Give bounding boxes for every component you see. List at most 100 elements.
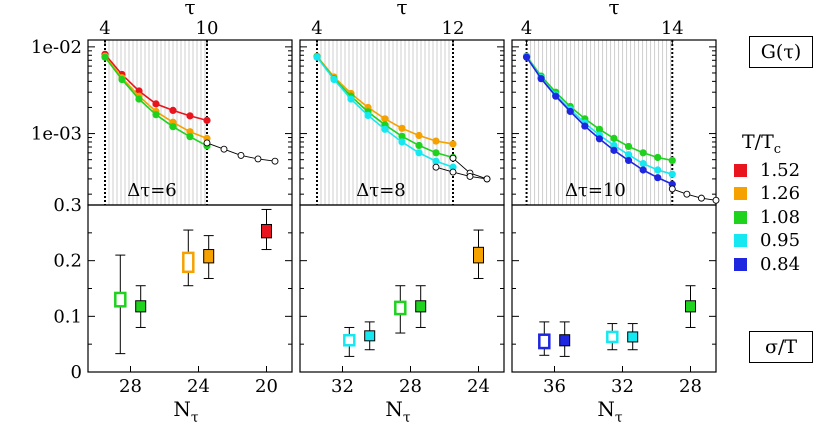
legend-label: 1.26: [760, 183, 801, 205]
nt-tick-label: 32: [611, 376, 634, 397]
open-tail-point: [712, 196, 720, 204]
nt-tick-label: 28: [679, 376, 702, 397]
legend-entry: 1.52: [734, 159, 829, 182]
correlator-point: [639, 149, 647, 157]
nt-axis-label: Nτ: [173, 397, 199, 426]
open-tail-point: [254, 155, 262, 163]
data-box: [114, 291, 127, 308]
tau-tick-label: 4: [311, 18, 322, 39]
correlator-point: [152, 111, 160, 119]
correlator-point: [537, 75, 545, 83]
data-box: [343, 334, 356, 347]
data-box: [538, 333, 551, 350]
open-tail-point: [449, 168, 457, 176]
open-tail-line: [672, 188, 717, 201]
correlator-point: [186, 128, 194, 136]
bottom-y-tick-label: 0.3: [53, 195, 82, 216]
open-tail-point: [683, 190, 691, 198]
tau-tick-label: 10: [196, 18, 219, 39]
tau-axis-label: τ: [396, 0, 407, 19]
tau-tick-label: 4: [99, 18, 110, 39]
open-tail-point: [220, 145, 228, 153]
open-tail-point: [466, 173, 474, 180]
delta-tau-label: Δτ=6: [127, 180, 177, 201]
open-tail-point: [432, 163, 440, 171]
open-tail-point: [271, 157, 279, 165]
nt-axis-label: Nτ: [597, 397, 623, 426]
correlator-point: [398, 124, 406, 132]
open-tail-point: [449, 154, 457, 162]
tau-tick-label: 14: [661, 18, 684, 39]
correlator-point: [152, 100, 160, 108]
panel: 4 10τ Δτ=6 28 24 20 Nτ: [87, 0, 293, 426]
legend-swatch: [734, 187, 747, 201]
correlator-point: [186, 133, 194, 141]
data-box: [627, 331, 639, 343]
open-tail-point: [483, 175, 491, 183]
correlator-point: [522, 53, 531, 61]
legend-label: 0.84: [760, 253, 801, 275]
nt-tick-label: 28: [119, 376, 142, 397]
open-tail-point: [697, 194, 705, 202]
correlator-point: [381, 115, 389, 123]
open-tail-point: [203, 139, 211, 147]
open-tail-line: [435, 166, 488, 180]
nt-tick-label: 28: [399, 376, 422, 397]
correlator-point: [449, 163, 457, 171]
data-box: [261, 223, 272, 239]
correlator-point: [118, 75, 126, 84]
panel: 4 14 τ Δτ=10 36 32 28 Nτ: [511, 0, 720, 426]
legend-swatch: [734, 234, 747, 248]
nt-tick-label: 32: [331, 376, 354, 397]
correlator-point: [552, 92, 560, 100]
correlator-point: [668, 156, 676, 165]
correlator-point: [101, 53, 109, 61]
bottom-axes-frame: [299, 204, 505, 373]
delta-tau-label: Δτ=8: [356, 180, 406, 201]
legend-swatch: [734, 210, 747, 224]
data-box: [415, 300, 427, 313]
correlator-point: [313, 53, 321, 61]
nt-tick-label: 36: [543, 376, 566, 397]
correlator-point: [624, 142, 633, 151]
correlator-label: G(τ): [749, 36, 813, 68]
data-box: [473, 246, 484, 264]
correlator-point: [624, 151, 633, 159]
correlator-point: [639, 166, 647, 174]
correlator-point: [595, 125, 604, 133]
correlator-point: [432, 137, 440, 145]
sigma-label: σ/T: [749, 331, 813, 363]
legend-swatch: [734, 163, 747, 177]
correlator-point: [398, 138, 406, 146]
panel: 4 12 τ Δτ=8 32 28 24 Nτ: [299, 0, 505, 426]
correlator-point: [415, 141, 423, 150]
nt-tick-label: 24: [187, 376, 210, 397]
correlator-point: [610, 134, 618, 142]
nt-axis-label: Nτ: [385, 397, 411, 426]
data-box: [182, 251, 195, 274]
legend-swatch: [734, 257, 747, 271]
legend-entry: 1.26: [734, 182, 829, 205]
tau-tick-label: 12: [442, 18, 465, 39]
correlator-point: [432, 157, 440, 165]
correlator-point: [449, 140, 457, 148]
legend-label: 1.08: [760, 206, 801, 228]
correlator-point: [330, 75, 338, 84]
legend: T/Tc 1.52 1.26 1.08 0.95 0.84: [734, 131, 829, 276]
top-y-tick-label: 1e-02: [31, 37, 82, 58]
correlator-point: [610, 141, 618, 150]
data-box: [203, 249, 215, 264]
legend-entry: 0.95: [734, 229, 829, 252]
correlator-point: [581, 122, 589, 130]
correlator-line: [104, 55, 208, 140]
correlator-point: [415, 131, 423, 140]
correlator-point: [364, 111, 372, 120]
bottom-y-tick-label: 0: [71, 362, 82, 383]
correlator-point: [415, 149, 423, 157]
correlator-point: [432, 149, 440, 157]
correlator-point: [135, 87, 143, 95]
correlator-point: [169, 123, 177, 131]
open-tail-point: [237, 151, 245, 159]
legend-title: T/Tc: [742, 131, 782, 157]
nt-tick-label: 20: [255, 376, 278, 397]
